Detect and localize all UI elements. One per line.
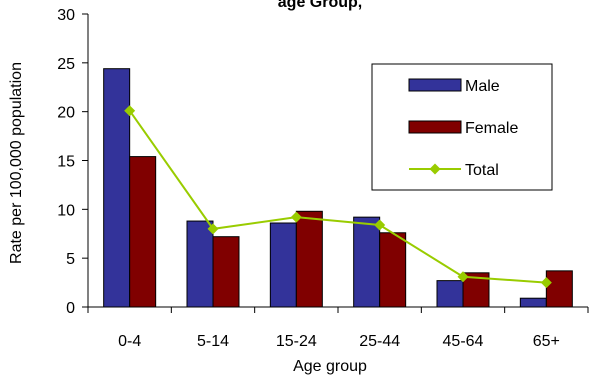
y-tick-label: 15 <box>57 154 75 171</box>
legend-marker-total <box>429 163 441 175</box>
x-tick-label: 0-4 <box>118 333 141 350</box>
bar-female <box>379 232 407 308</box>
point-total <box>124 105 136 117</box>
bar-male <box>269 222 297 308</box>
y-tick-label: 20 <box>57 105 75 122</box>
point-total <box>290 211 302 223</box>
series-line-total <box>128 110 547 284</box>
bar-male <box>436 280 464 308</box>
y-tick-label: 25 <box>57 56 75 73</box>
plot-area: 0 5 10 15 20 25 30 0-4 5-14 15-24 25-44 45-64 65+ <box>57 7 589 350</box>
y-axis-label: Rate per 100,000 population <box>8 62 25 264</box>
x-tick-label: 5-14 <box>197 333 229 350</box>
x-tick-label: 45-64 <box>443 333 484 350</box>
legend-label-female: Female <box>465 120 518 137</box>
x-tick-label: 15-24 <box>276 333 317 350</box>
y-tick-label: 10 <box>57 202 75 219</box>
y-tick-label: 5 <box>66 251 75 268</box>
legend: Male Female Total <box>371 63 553 191</box>
x-tick-label: 25-44 <box>359 333 400 350</box>
bar-male <box>186 220 214 308</box>
point-total <box>457 271 469 283</box>
point-total <box>540 277 552 289</box>
point-total <box>207 223 219 235</box>
bar-male <box>103 68 131 308</box>
chart-title: age Group, <box>278 0 362 11</box>
bar-female <box>212 236 240 308</box>
legend-swatch-female <box>408 120 462 134</box>
legend-label-total: Total <box>465 162 499 179</box>
legend-swatch-male <box>408 78 462 92</box>
x-axis-label: Age group <box>293 358 367 375</box>
bar-male <box>519 297 547 308</box>
bar-male <box>353 216 381 308</box>
legend-label-male: Male <box>465 78 500 95</box>
x-tick-label: 65+ <box>533 333 560 350</box>
bar-female <box>129 156 157 308</box>
bar-female <box>295 210 323 308</box>
y-tick-label: 0 <box>66 300 75 317</box>
legend-box <box>371 63 553 191</box>
point-total <box>374 219 386 231</box>
y-tick-label: 30 <box>57 7 75 24</box>
bar-female <box>545 270 573 308</box>
